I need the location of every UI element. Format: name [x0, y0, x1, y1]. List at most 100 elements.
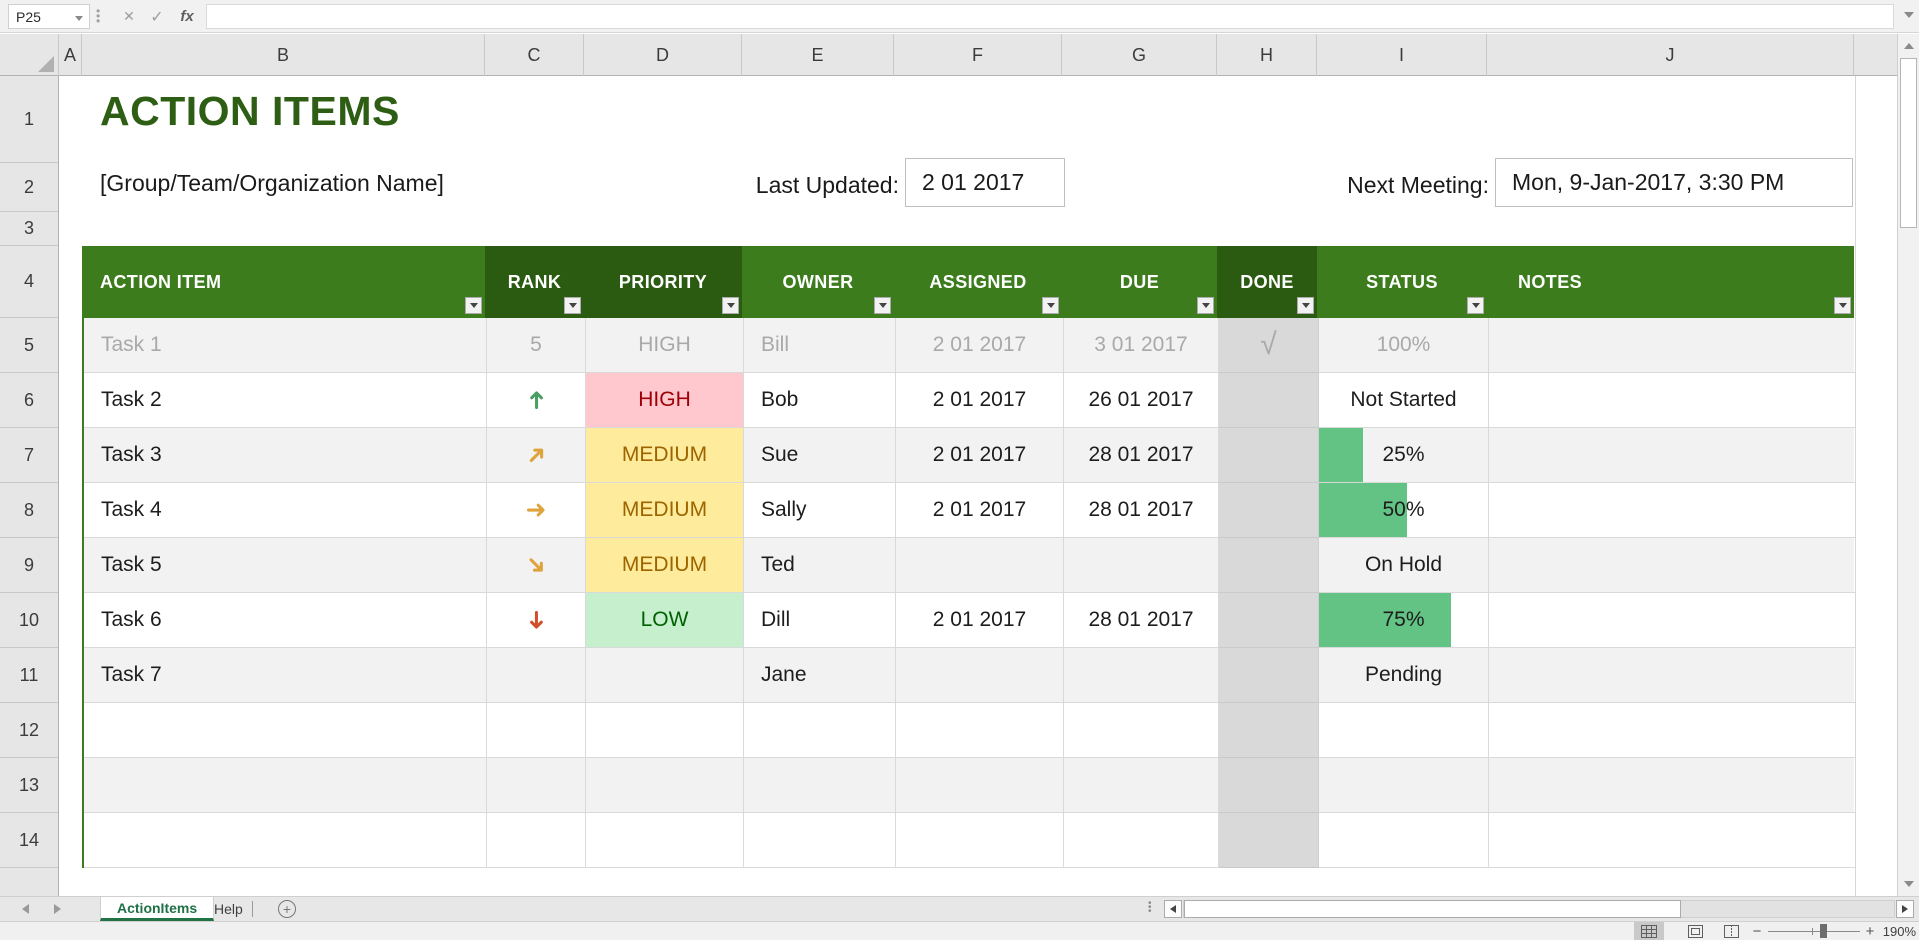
assigned-cell[interactable]: [896, 813, 1064, 868]
status-cell[interactable]: On Hold: [1319, 538, 1489, 593]
column-header-cell-rank[interactable]: RANK: [485, 246, 584, 318]
column-header-cell-assigned[interactable]: ASSIGNED: [894, 246, 1062, 318]
action-item-cell[interactable]: Task 7: [84, 648, 487, 703]
rank-cell[interactable]: ➜: [487, 483, 586, 538]
done-cell[interactable]: [1219, 428, 1319, 483]
rank-cell[interactable]: ➜: [487, 538, 586, 593]
column-header-B[interactable]: B: [82, 34, 485, 76]
formula-bar-resize-handle[interactable]: [96, 9, 99, 25]
name-box[interactable]: P25: [8, 4, 90, 29]
filter-dropdown-icon[interactable]: [1197, 297, 1214, 314]
tab-scroll-right-icon[interactable]: [54, 904, 61, 914]
done-cell[interactable]: [1219, 648, 1319, 703]
filter-dropdown-icon[interactable]: [1297, 297, 1314, 314]
filter-dropdown-icon[interactable]: [1467, 297, 1484, 314]
status-cell[interactable]: [1319, 813, 1489, 868]
column-header-F[interactable]: F: [894, 34, 1062, 76]
status-cell[interactable]: Not Started: [1319, 373, 1489, 428]
action-item-cell[interactable]: Task 1: [84, 318, 487, 373]
column-header-cell-done[interactable]: DONE: [1217, 246, 1317, 318]
row-header-8[interactable]: 8: [0, 483, 58, 538]
column-header-G[interactable]: G: [1062, 34, 1217, 76]
row-header-7[interactable]: 7: [0, 428, 58, 483]
done-cell[interactable]: [1219, 373, 1319, 428]
priority-cell[interactable]: MEDIUM: [586, 538, 744, 593]
last-updated-value-cell[interactable]: 2 01 2017: [905, 158, 1065, 207]
row-header-6[interactable]: 6: [0, 373, 58, 428]
done-cell[interactable]: [1219, 593, 1319, 648]
priority-cell[interactable]: [586, 648, 744, 703]
owner-cell[interactable]: Ted: [744, 538, 896, 593]
assigned-cell[interactable]: 2 01 2017: [896, 483, 1064, 538]
due-cell[interactable]: 28 01 2017: [1064, 428, 1219, 483]
rank-cell[interactable]: 5: [487, 318, 586, 373]
due-cell[interactable]: 26 01 2017: [1064, 373, 1219, 428]
zoom-in-icon[interactable]: [1863, 922, 1877, 940]
zoom-slider-track[interactable]: [1768, 931, 1860, 932]
assigned-cell[interactable]: 2 01 2017: [896, 318, 1064, 373]
page-layout-view-icon[interactable]: [1680, 922, 1710, 940]
owner-cell[interactable]: Sue: [744, 428, 896, 483]
name-box-dropdown-icon[interactable]: [75, 16, 83, 21]
notes-cell[interactable]: [1489, 813, 1856, 868]
vertical-scrollbar[interactable]: [1897, 34, 1919, 896]
owner-cell[interactable]: [744, 703, 896, 758]
filter-dropdown-icon[interactable]: [722, 297, 739, 314]
status-cell[interactable]: [1319, 758, 1489, 813]
rank-cell[interactable]: ➜: [487, 593, 586, 648]
column-header-D[interactable]: D: [584, 34, 742, 76]
select-all-corner[interactable]: [0, 34, 59, 76]
row-header-1[interactable]: 1: [0, 76, 58, 163]
notes-cell[interactable]: [1489, 373, 1856, 428]
column-header-A[interactable]: A: [59, 34, 82, 76]
action-item-cell[interactable]: [84, 813, 487, 868]
action-item-cell[interactable]: [84, 758, 487, 813]
priority-cell[interactable]: [586, 758, 744, 813]
done-cell[interactable]: [1219, 813, 1319, 868]
cancel-icon[interactable]: [116, 4, 142, 29]
status-cell[interactable]: [1319, 703, 1489, 758]
priority-cell[interactable]: HIGH: [586, 373, 744, 428]
tab-scroll-left-icon[interactable]: [22, 904, 29, 914]
due-cell[interactable]: [1064, 813, 1219, 868]
zoom-slider-thumb[interactable]: [1820, 924, 1827, 938]
row-header-14[interactable]: 14: [0, 813, 58, 868]
rank-cell[interactable]: [487, 813, 586, 868]
column-header-cell-owner[interactable]: OWNER: [742, 246, 894, 318]
formula-input[interactable]: [206, 4, 1894, 29]
priority-cell[interactable]: [586, 703, 744, 758]
owner-cell[interactable]: Bob: [744, 373, 896, 428]
row-header-11[interactable]: 11: [0, 648, 58, 703]
due-cell[interactable]: [1064, 758, 1219, 813]
action-item-cell[interactable]: Task 4: [84, 483, 487, 538]
priority-cell[interactable]: HIGH: [586, 318, 744, 373]
status-cell[interactable]: 25%: [1319, 428, 1489, 483]
notes-cell[interactable]: [1489, 758, 1856, 813]
priority-cell[interactable]: MEDIUM: [586, 428, 744, 483]
row-header-5[interactable]: 5: [0, 318, 58, 373]
due-cell[interactable]: [1064, 703, 1219, 758]
notes-cell[interactable]: [1489, 428, 1856, 483]
action-item-cell[interactable]: Task 2: [84, 373, 487, 428]
formula-bar-expand-icon[interactable]: [1904, 12, 1914, 18]
column-header-C[interactable]: C: [485, 34, 584, 76]
hscroll-left-icon[interactable]: [1164, 900, 1182, 918]
column-header-cell-due[interactable]: DUE: [1062, 246, 1217, 318]
zoom-out-icon[interactable]: [1750, 922, 1764, 940]
owner-cell[interactable]: [744, 813, 896, 868]
last-updated-label[interactable]: Last Updated:: [755, 172, 899, 198]
action-item-cell[interactable]: Task 5: [84, 538, 487, 593]
due-cell[interactable]: 28 01 2017: [1064, 593, 1219, 648]
filter-dropdown-icon[interactable]: [874, 297, 891, 314]
horizontal-scrollbar-thumb[interactable]: [1184, 900, 1681, 918]
assigned-cell[interactable]: [896, 648, 1064, 703]
column-header-cell-notes[interactable]: NOTES: [1487, 246, 1854, 318]
assigned-cell[interactable]: 2 01 2017: [896, 593, 1064, 648]
enter-icon[interactable]: [144, 4, 170, 29]
done-cell[interactable]: [1219, 483, 1319, 538]
hscroll-right-icon[interactable]: [1896, 900, 1914, 918]
done-cell[interactable]: [1219, 703, 1319, 758]
scroll-down-icon[interactable]: [1899, 873, 1919, 895]
column-header-E[interactable]: E: [742, 34, 894, 76]
status-cell[interactable]: 50%: [1319, 483, 1489, 538]
